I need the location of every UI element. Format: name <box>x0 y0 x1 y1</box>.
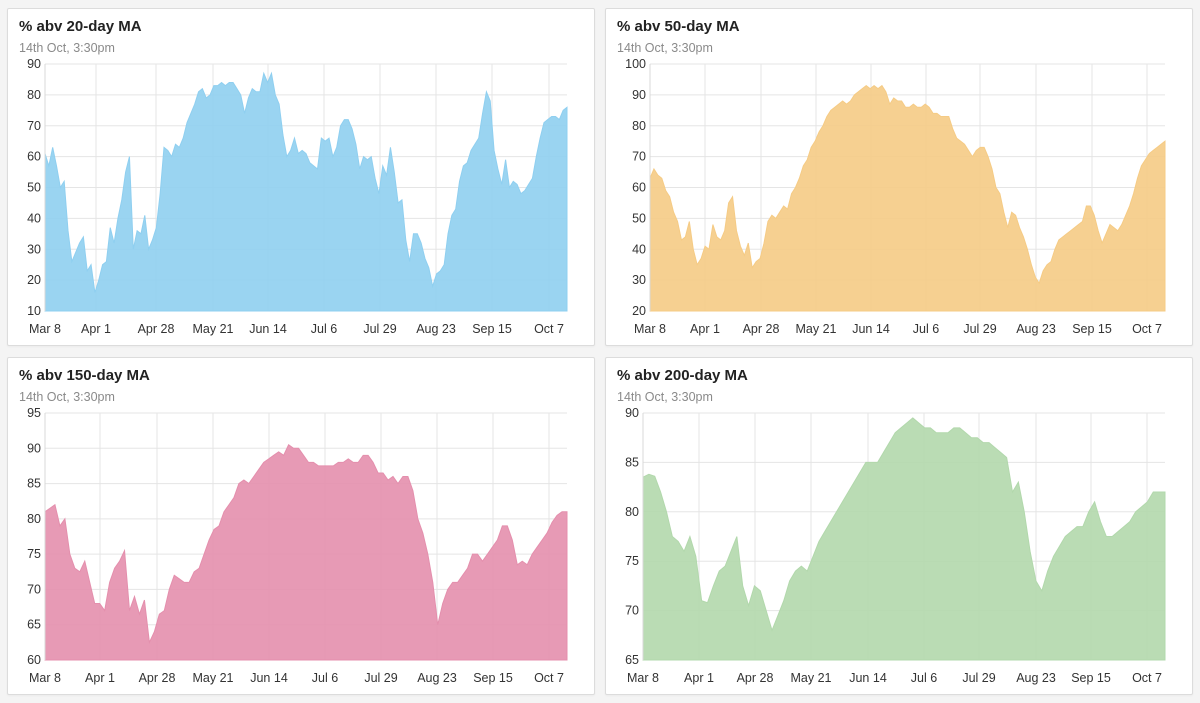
x-tick-label: Sep 15 <box>473 671 513 685</box>
area-chart-20day: 10 20 30 40 50 60 70 80 90 Mar 8 Apr 1 Apr 28 May 21… <box>27 57 568 336</box>
x-tick-label: Apr 28 <box>743 322 780 336</box>
area-chart-200day: 65 70 75 80 85 90 Mar 8 Apr 1 Apr 28 May 21 Jun 14… <box>625 406 1166 685</box>
chart-subtitle: 14th Oct, 3:30pm <box>617 41 713 55</box>
area-chart-50day: 20 30 40 50 60 70 80 90 100 Mar 8 Apr 1 Apr 28 May 2… <box>625 57 1166 336</box>
x-tick-label: Jun 14 <box>852 322 890 336</box>
y-tick-label: 65 <box>625 653 639 667</box>
x-tick-label: Apr 1 <box>690 322 720 336</box>
y-tick-label: 40 <box>632 242 646 256</box>
x-tick-label: Oct 7 <box>534 671 564 685</box>
y-tick-label: 90 <box>632 88 646 102</box>
x-tick-label: Aug 23 <box>416 322 456 336</box>
y-tick-label: 20 <box>27 273 41 287</box>
x-tick-label: Oct 7 <box>534 322 564 336</box>
area-series <box>649 84 1166 312</box>
y-tick-label: 80 <box>625 505 639 519</box>
y-tick-label: 30 <box>632 273 646 287</box>
x-tick-label: Mar 8 <box>29 322 61 336</box>
chart-subtitle: 14th Oct, 3:30pm <box>19 390 115 404</box>
chart-card-50day: % abv 50-day MA 14th Oct, 3:30pm 20 30 40 5… <box>605 8 1193 346</box>
y-tick-label: 70 <box>625 604 639 618</box>
y-tick-label: 60 <box>27 150 41 164</box>
x-tick-label: Apr 28 <box>737 671 774 685</box>
y-tick-label: 70 <box>632 150 646 164</box>
x-tick-label: Jul 6 <box>911 671 937 685</box>
x-tick-label: Mar 8 <box>627 671 659 685</box>
area-series <box>44 444 568 661</box>
y-tick-label: 95 <box>27 406 41 420</box>
x-tick-label: Oct 7 <box>1132 322 1162 336</box>
x-tick-label: Aug 23 <box>417 671 457 685</box>
x-tick-label: Sep 15 <box>1071 671 1111 685</box>
chart-subtitle: 14th Oct, 3:30pm <box>617 390 713 404</box>
chart-title: % abv 50-day MA <box>617 18 740 35</box>
x-tick-label: Jul 6 <box>312 671 338 685</box>
chart-card-200day: % abv 200-day MA 14th Oct, 3:30pm 65 70 75… <box>605 357 1193 695</box>
y-tick-label: 60 <box>632 181 646 195</box>
chart-subtitle: 14th Oct, 3:30pm <box>19 41 115 55</box>
x-tick-label: Jul 6 <box>311 322 337 336</box>
x-tick-label: Jun 14 <box>250 671 288 685</box>
x-tick-label: Apr 28 <box>139 671 176 685</box>
x-tick-label: May 21 <box>193 322 234 336</box>
y-tick-label: 80 <box>632 119 646 133</box>
x-tick-label: Apr 1 <box>684 671 714 685</box>
y-tick-label: 85 <box>27 477 41 491</box>
y-tick-label: 65 <box>27 618 41 632</box>
x-tick-label: Sep 15 <box>1072 322 1112 336</box>
y-tick-label: 90 <box>625 406 639 420</box>
y-tick-label: 20 <box>632 304 646 318</box>
y-tick-label: 85 <box>625 455 639 469</box>
area-chart-150day: 60 65 70 75 80 85 90 95 Mar 8 Apr 1 Apr 28 May 21 Ju… <box>27 406 568 685</box>
y-tick-label: 30 <box>27 242 41 256</box>
y-tick-label: 60 <box>27 653 41 667</box>
x-tick-label: Jun 14 <box>249 322 287 336</box>
x-tick-label: Jul 29 <box>962 671 995 685</box>
x-tick-label: Apr 1 <box>85 671 115 685</box>
x-tick-label: Apr 1 <box>81 322 111 336</box>
y-tick-label: 90 <box>27 441 41 455</box>
y-tick-label: 10 <box>27 304 41 318</box>
x-tick-label: Jul 29 <box>963 322 996 336</box>
y-tick-label: 80 <box>27 88 41 102</box>
x-tick-label: Jun 14 <box>849 671 887 685</box>
chart-title: % abv 20-day MA <box>19 18 142 35</box>
x-tick-label: Oct 7 <box>1132 671 1162 685</box>
chart-title: % abv 200-day MA <box>617 367 748 384</box>
x-tick-label: May 21 <box>791 671 832 685</box>
x-tick-label: May 21 <box>796 322 837 336</box>
y-tick-label: 50 <box>27 181 41 195</box>
x-tick-label: May 21 <box>193 671 234 685</box>
x-tick-label: Sep 15 <box>472 322 512 336</box>
x-tick-label: Mar 8 <box>29 671 61 685</box>
y-tick-label: 40 <box>27 211 41 225</box>
area-series <box>642 417 1166 661</box>
x-tick-label: Jul 6 <box>913 322 939 336</box>
x-tick-label: Aug 23 <box>1016 322 1056 336</box>
x-tick-label: Mar 8 <box>634 322 666 336</box>
chart-card-20day: % abv 20-day MA 14th Oct, 3:30pm 10 20 30 4… <box>7 8 595 346</box>
y-tick-label: 50 <box>632 211 646 225</box>
y-tick-label: 70 <box>27 119 41 133</box>
chart-title: % abv 150-day MA <box>19 367 150 384</box>
x-tick-label: Jul 29 <box>363 322 396 336</box>
x-tick-label: Aug 23 <box>1016 671 1056 685</box>
y-tick-label: 90 <box>27 57 41 71</box>
y-tick-label: 80 <box>27 512 41 526</box>
area-series <box>44 71 568 312</box>
chart-card-150day: % abv 150-day MA 14th Oct, 3:30pm 60 65 70… <box>7 357 595 695</box>
y-tick-label: 100 <box>625 57 646 71</box>
x-tick-label: Jul 29 <box>364 671 397 685</box>
y-tick-label: 70 <box>27 582 41 596</box>
y-tick-label: 75 <box>27 547 41 561</box>
y-tick-label: 75 <box>625 554 639 568</box>
x-tick-label: Apr 28 <box>138 322 175 336</box>
